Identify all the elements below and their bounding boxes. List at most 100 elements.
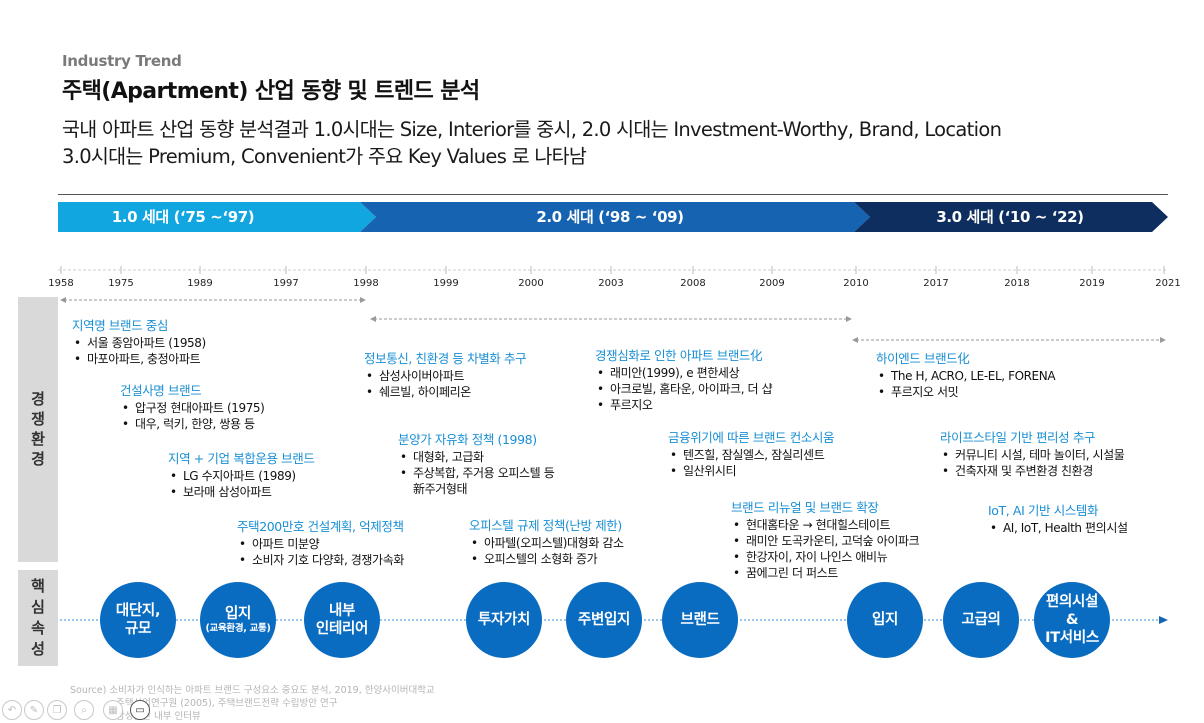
block-heading: 분양가 자유화 정책 (1998) <box>398 432 537 447</box>
subtitle-line-2: 3.0시대는 Premium, Convenient가 주요 Key Value… <box>62 145 587 168</box>
list-item: 커뮤니티 시설, 테마 놀이터, 시설물 <box>940 447 1125 463</box>
list-item: 아파트 미분양 <box>237 536 404 552</box>
attribute-convenience-it: 편의시설 & IT서비스 <box>1034 582 1110 658</box>
copy-icon[interactable]: ❐ <box>47 700 67 720</box>
block-heading: 하이엔드 브랜드化 <box>876 351 970 366</box>
year-label: 2019 <box>1079 278 1105 289</box>
page-subtitle: 국내 아파트 산업 동향 분석결과 1.0시대는 Size, Interior를… <box>62 116 1002 170</box>
list-item: 압구정 현대아파트 (1975) <box>120 400 265 416</box>
attribute-interior: 내부 인테리어 <box>304 582 380 658</box>
block-heading: 라이프스타일 기반 편리성 추구 <box>940 430 1096 445</box>
block-brand-consortium: 금융위기에 따른 브랜드 컨소시움 텐즈힐, 잠실엘스, 잠실리센트 일산위시티 <box>668 430 835 479</box>
subtitle-line-1: 국내 아파트 산업 동향 분석결과 1.0시대는 Size, Interior를… <box>62 118 1002 141</box>
list-item: 아크로빌, 홈타운, 아이파크, 더 샵 <box>595 381 773 397</box>
attribute-premium: 고급의 <box>943 582 1019 658</box>
block-price-liberalization: 분양가 자유화 정책 (1998) 대형화, 고급화 주상복합, 주거용 오피스… <box>398 432 555 497</box>
attribute-brand: 브랜드 <box>662 582 738 658</box>
list-item: 텐즈힐, 잠실엘스, 잠실리센트 <box>668 447 834 463</box>
block-builder-brand: 건설사명 브랜드 압구정 현대아파트 (1975) 대우, 럭키, 한양, 쌍용… <box>120 383 265 432</box>
attribute-surrounding-location: 주변입지 <box>566 582 642 658</box>
list-item: 한강자이, 자이 나인스 애비뉴 <box>731 549 919 565</box>
block-heading: 브랜드 리뉴얼 및 브랜드 확장 <box>731 500 879 515</box>
list-item: The H, ACRO, LE-EL, FORENA <box>876 368 1056 384</box>
block-iot-ai-system: IoT, AI 기반 시스템화 AI, IoT, Health 편의시설 <box>988 503 1128 536</box>
block-officetel-regulation: 오피스텔 규제 정책(난방 제한) 아파텔(오피스텔)대형화 감소 오피스텔의 … <box>469 518 624 567</box>
block-heading: 오피스텔 규제 정책(난방 제한) <box>469 518 622 533</box>
block-heading: 건설사명 브랜드 <box>120 383 202 398</box>
year-label: 2010 <box>843 278 869 289</box>
year-label: 2000 <box>518 278 544 289</box>
list-item: 삼성사이버아파트 <box>364 368 526 384</box>
zoom-icon[interactable]: ⌕ <box>74 700 94 720</box>
list-item-continuation: 新주거형태 <box>413 482 468 496</box>
side-label-core-attributes: 핵심속성 <box>18 570 58 666</box>
list-item: 래미안(1999), e 편한세상 <box>595 365 772 381</box>
block-brand-renewal: 브랜드 리뉴얼 및 브랜드 확장 현대홈타운 → 현대힐스테이트 래미안 도곡카… <box>731 500 920 581</box>
year-label: 2018 <box>1004 278 1030 289</box>
block-heading: 지역 + 기업 복합운용 브랜드 <box>168 451 315 466</box>
list-item: 보라매 삼성아파트 <box>168 484 314 500</box>
era-1-band <box>58 202 376 232</box>
list-item: 건축자재 및 주변환경 친환경 <box>940 463 1124 479</box>
attribute-large-complex: 대단지, 규모 <box>100 582 176 658</box>
year-label: 1975 <box>108 278 134 289</box>
header-divider <box>58 194 1168 195</box>
source-note: Source) 소비자가 인식하는 아파트 브랜드 구성요소 중요도 분석, 2… <box>70 685 435 722</box>
year-label: 1989 <box>187 278 213 289</box>
year-label: 2008 <box>680 278 706 289</box>
grid-icon[interactable]: ▦ <box>103 700 123 720</box>
block-heading: 정보통신, 친환경 등 차별화 추구 <box>364 351 527 366</box>
attribute-location-2: 입지 <box>847 582 923 658</box>
year-label: 1998 <box>353 278 379 289</box>
era-1-label: 1.0 세대 (‘75 ~‘97) <box>111 208 255 226</box>
block-regional-brand: 지역명 브랜드 중심 서울 종암아파트 (1958) 마포아파트, 충정아파트 <box>72 318 206 367</box>
block-housing-plan: 주택200만호 건설계획, 억제정책 아파트 미분양 소비자 기호 다양화, 경… <box>237 519 404 568</box>
list-item: 마포아파트, 충정아파트 <box>72 351 206 367</box>
list-item: 쉐르빌, 하이페리온 <box>364 384 526 400</box>
attribute-investment-value: 투자가치 <box>466 582 542 658</box>
year-label: 2017 <box>923 278 949 289</box>
block-heading: 지역명 브랜드 중심 <box>72 318 168 333</box>
year-label: 2003 <box>598 278 624 289</box>
list-item: AI, IoT, Health 편의시설 <box>988 520 1128 536</box>
list-item: 래미안 도곡카운티, 고덕숲 아이파크 <box>731 533 920 549</box>
block-heading: 경쟁심화로 인한 아파트 브랜드化 <box>595 348 763 363</box>
side-label-competition: 경쟁환경 <box>18 297 58 562</box>
list-item: 푸르지오 서밋 <box>876 384 1055 400</box>
list-item: 오피스텔의 소형화 증가 <box>469 551 624 567</box>
era-3-band <box>854 202 1168 232</box>
attribute-location-1: 입지 (교육환경, 교통) <box>200 582 276 658</box>
kicker: Industry Trend <box>62 52 182 70</box>
block-high-end-brand: 하이엔드 브랜드化 The H, ACRO, LE-EL, FORENA 푸르지… <box>876 351 1056 400</box>
pen-icon[interactable]: ✎ <box>24 700 44 720</box>
video-icon[interactable]: ▭ <box>130 700 150 720</box>
list-item: 대형화, 고급화 <box>398 449 554 465</box>
list-item: 주상복합, 주거용 오피스텔 등 <box>398 465 555 481</box>
list-item: 현대홈타운 → 현대힐스테이트 <box>731 517 919 533</box>
block-heading: 주택200만호 건설계획, 억제정책 <box>237 519 404 534</box>
era-2-label: 2.0 세대 (‘98 ~ ‘09) <box>536 208 684 226</box>
list-item: 꿈에그린 더 퍼스트 <box>731 565 919 581</box>
list-item: 소비자 기호 다양화, 경쟁가속화 <box>237 552 404 568</box>
era-bar <box>58 202 1168 232</box>
year-label: 1958 <box>48 278 74 289</box>
block-complex-brand: 지역 + 기업 복합운용 브랜드 LG 수지아파트 (1989) 보라매 삼성아… <box>168 451 315 500</box>
undo-icon[interactable]: ↶ <box>2 700 22 720</box>
era-2-band <box>360 202 870 232</box>
year-label: 2009 <box>759 278 785 289</box>
list-item: LG 수지아파트 (1989) <box>168 468 314 484</box>
block-heading: IoT, AI 기반 시스템화 <box>988 503 1099 518</box>
page-title: 주택(Apartment) 산업 동향 및 트렌드 분석 <box>62 79 480 104</box>
year-label: 1999 <box>433 278 459 289</box>
list-item: 대우, 럭키, 한양, 쌍용 등 <box>120 416 264 432</box>
year-axis <box>58 266 1166 274</box>
list-item: 아파텔(오피스텔)대형화 감소 <box>469 535 624 551</box>
list-item: 서울 종암아파트 (1958) <box>72 335 206 351</box>
block-heading: 금융위기에 따른 브랜드 컨소시움 <box>668 430 835 445</box>
year-label: 2021 <box>1155 278 1181 289</box>
list-item: 일산위시티 <box>668 463 834 479</box>
year-label: 1997 <box>273 278 299 289</box>
block-lifestyle-convenience: 라이프스타일 기반 편리성 추구 커뮤니티 시설, 테마 놀이터, 시설물 건축… <box>940 430 1125 479</box>
period-range-arrows <box>60 297 1166 343</box>
era-3-label: 3.0 세대 (‘10 ~ ‘22) <box>936 208 1084 226</box>
